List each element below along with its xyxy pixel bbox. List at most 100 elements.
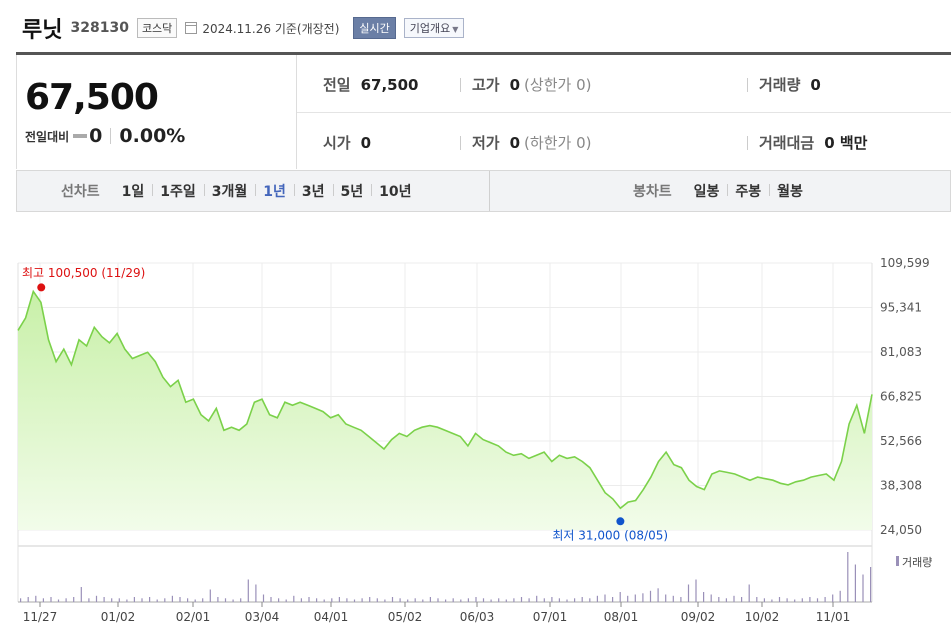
volume-bar bbox=[73, 597, 75, 602]
tab-3m[interactable]: 3개월 bbox=[203, 181, 256, 201]
current-price: 67,500 bbox=[25, 77, 159, 118]
volume-bar bbox=[278, 598, 280, 603]
prev-close-value: 67,500 bbox=[360, 75, 419, 94]
tabs-divider bbox=[489, 171, 490, 211]
volume-bar bbox=[596, 595, 598, 603]
divider bbox=[110, 128, 112, 144]
tab-1y[interactable]: 1년 bbox=[255, 181, 294, 201]
x-tick-label: 08/01 bbox=[604, 610, 639, 624]
tab-3y[interactable]: 3년 bbox=[293, 181, 333, 201]
open-label: 시가 bbox=[323, 134, 351, 152]
volume-bar bbox=[407, 599, 409, 602]
tab-weekly-candle[interactable]: 주봉 bbox=[727, 181, 769, 201]
row-divider bbox=[297, 112, 951, 113]
volume-bar bbox=[194, 599, 196, 602]
tab-5y[interactable]: 5년 bbox=[332, 181, 372, 201]
volume-bar bbox=[452, 598, 454, 603]
volume-bar bbox=[285, 599, 287, 602]
low-label: 저가 bbox=[472, 134, 500, 152]
volume-bar bbox=[429, 597, 431, 602]
x-tick-label: 06/03 bbox=[460, 610, 495, 624]
divider bbox=[460, 136, 461, 150]
corp-info-dropdown[interactable]: 기업개요 ▼ bbox=[403, 18, 465, 38]
volume-bar bbox=[141, 598, 143, 603]
volume-bar bbox=[558, 598, 560, 603]
volume-bar bbox=[695, 579, 697, 602]
x-tick-label: 09/02 bbox=[681, 610, 716, 624]
lower-limit: (하한가 0) bbox=[524, 134, 592, 152]
line-chart-label: 선차트 bbox=[61, 184, 100, 200]
flat-change-icon bbox=[73, 134, 88, 138]
volume-bar bbox=[133, 597, 135, 602]
volume-stat: 거래량 0 bbox=[759, 74, 821, 95]
volume-bar bbox=[224, 598, 227, 603]
candle-chart-tabs: 봉차트 일봉 주봉 월봉 bbox=[633, 171, 811, 211]
volume-bar bbox=[179, 597, 181, 602]
high-marker bbox=[37, 283, 46, 292]
volume-bar bbox=[202, 598, 204, 603]
volume-bar bbox=[209, 589, 211, 602]
volume-bar bbox=[300, 598, 302, 603]
volume-bar bbox=[672, 595, 674, 603]
high-label: 고가 bbox=[472, 76, 500, 94]
volume-bar bbox=[361, 598, 363, 603]
price-change: 전일대비 0 0.00% bbox=[25, 125, 185, 147]
volume-bar bbox=[771, 599, 773, 602]
volume-bar bbox=[376, 598, 378, 603]
volume-bar bbox=[103, 597, 105, 602]
candle-chart-label: 봉차트 bbox=[633, 184, 672, 200]
volume-bar bbox=[763, 598, 765, 603]
high-value: 0 bbox=[509, 75, 521, 94]
y-tick-label: 38,308 bbox=[880, 479, 922, 493]
volume-bar bbox=[809, 597, 811, 602]
volume-bar bbox=[255, 584, 257, 602]
x-tick-label: 01/02 bbox=[101, 610, 136, 624]
change-label: 전일대비 bbox=[25, 129, 70, 144]
tab-daily-candle[interactable]: 일봉 bbox=[693, 184, 720, 200]
volume-bar bbox=[369, 597, 371, 602]
volume-bar bbox=[551, 597, 553, 602]
volume-bar bbox=[725, 598, 727, 603]
open-value: 0 bbox=[360, 133, 372, 152]
change-percent: 0.00% bbox=[119, 125, 186, 147]
volume-bar bbox=[741, 597, 743, 602]
chevron-down-icon: ▼ bbox=[452, 25, 459, 34]
volume-bar bbox=[581, 597, 583, 602]
divider bbox=[747, 136, 748, 150]
tab-1d[interactable]: 1일 bbox=[121, 184, 145, 200]
volume-bar bbox=[710, 594, 712, 602]
volume-bar bbox=[733, 595, 735, 603]
low-value: 0 bbox=[509, 133, 521, 152]
volume-bar bbox=[316, 598, 318, 603]
volume-bar bbox=[57, 599, 60, 602]
volume-bar bbox=[786, 598, 788, 603]
volume-bar bbox=[794, 599, 796, 602]
volume-bar bbox=[498, 598, 500, 603]
volume-bar bbox=[247, 579, 249, 602]
tab-1w[interactable]: 1주일 bbox=[152, 181, 204, 201]
volume-bar bbox=[399, 598, 401, 603]
volume-bar bbox=[665, 594, 667, 602]
volume-bar bbox=[126, 599, 128, 602]
volume-bar bbox=[149, 597, 151, 602]
volume-bar bbox=[323, 599, 325, 602]
volume-bar bbox=[240, 598, 242, 603]
volume-bar bbox=[778, 597, 781, 602]
volume-bar bbox=[20, 598, 22, 603]
volume-bar bbox=[308, 597, 310, 602]
tab-10y[interactable]: 10년 bbox=[371, 181, 419, 201]
tab-monthly-candle[interactable]: 월봉 bbox=[769, 181, 811, 201]
divider bbox=[747, 78, 748, 92]
volume-bar bbox=[171, 595, 173, 603]
volume-bar bbox=[95, 595, 98, 603]
quote-date: 2024.11.26 기준(개장전) bbox=[202, 21, 340, 36]
volume-bar bbox=[536, 595, 538, 603]
volume-bar bbox=[687, 584, 690, 602]
volume-bar bbox=[50, 597, 52, 602]
chart-tabs: 선차트 1일 1주일 3개월 1년 3년 5년 10년 봉차트 일봉 주봉 월봉 bbox=[16, 170, 951, 212]
volume-bar bbox=[475, 597, 477, 602]
realtime-button[interactable]: 실시간 bbox=[353, 17, 396, 39]
stock-name: 루닛 bbox=[22, 18, 63, 43]
volume-bar bbox=[80, 587, 82, 602]
volume-bar bbox=[543, 598, 545, 603]
